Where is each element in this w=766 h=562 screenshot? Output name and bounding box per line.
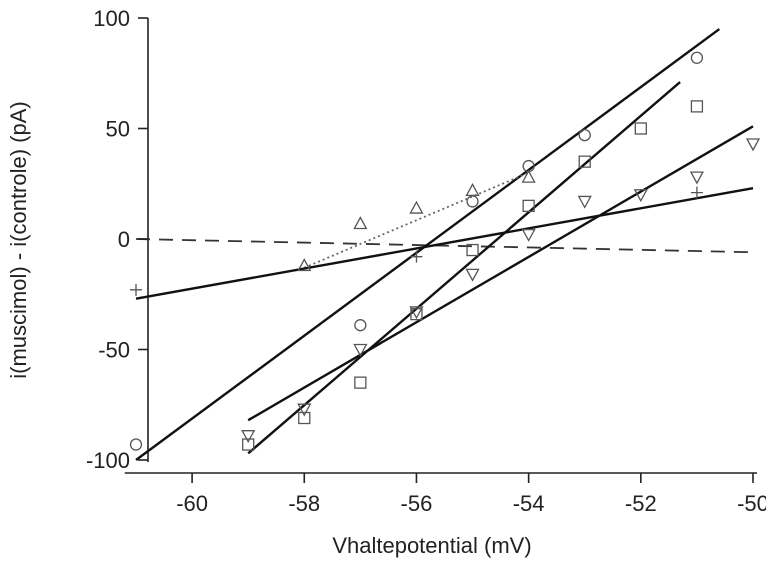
y-tick-label: 0: [118, 227, 130, 252]
fit-lines: [135, 28, 754, 461]
triangle-down-marker: [745, 138, 761, 152]
x-tick-label: -58: [288, 491, 320, 516]
triangle-down-marker: [353, 343, 368, 357]
triangle-down-marker: [521, 228, 536, 242]
square-fit-line: [247, 81, 681, 455]
x-tick-label: -50: [737, 491, 766, 516]
circle-marker: [690, 51, 704, 64]
square-marker: [522, 199, 535, 213]
circle-marker: [578, 128, 591, 142]
triangle-up-marker: [521, 169, 536, 183]
plus-marker: [690, 186, 703, 199]
triangle-down-marker: [689, 171, 705, 185]
triangle-down-marker: [409, 306, 424, 320]
y-tick-label: 50: [106, 117, 130, 142]
square-marker: [242, 438, 255, 451]
square-marker: [634, 122, 647, 135]
plus-marker: [410, 250, 423, 263]
triangle-up-marker: [465, 183, 480, 197]
triangle-down-fit-line: [247, 125, 754, 422]
reference-lines: [135, 238, 754, 254]
square-marker: [690, 100, 704, 113]
data-points: [129, 51, 761, 451]
x-tick-label: -60: [176, 491, 208, 516]
square-marker: [578, 155, 591, 168]
zero-reference-line: [135, 238, 754, 254]
triangle-down-marker: [465, 268, 480, 282]
triangle-down-marker: [297, 403, 312, 417]
y-tick-label: 100: [93, 6, 130, 31]
square-marker: [466, 243, 479, 257]
x-tick-label: -52: [625, 491, 657, 516]
y-tick-label: -100: [86, 448, 130, 473]
triangle-down-marker: [241, 430, 256, 444]
x-tick-label: -54: [513, 491, 545, 516]
triangle-up-fit-line: [303, 171, 529, 269]
triangle-down-marker: [577, 195, 592, 209]
y-axis-label: i(muscimol) - i(controle) (pA): [6, 101, 31, 378]
circle-marker: [354, 319, 367, 332]
circle-marker: [466, 195, 479, 208]
circle-fit-line: [135, 28, 721, 461]
y-axis-ticks: 100 50 0 -50 -100: [86, 6, 148, 473]
x-tick-label: -56: [401, 491, 433, 516]
square-marker: [354, 376, 367, 389]
y-tick-label: -50: [98, 338, 130, 363]
plus-marker: [130, 283, 142, 296]
square-marker: [298, 411, 311, 425]
triangle-up-marker: [353, 216, 368, 230]
triangle-up-marker: [409, 200, 424, 214]
circle-marker: [129, 438, 143, 451]
square-marker: [410, 307, 423, 321]
x-axis-label: Vhaltepotential (mV): [332, 533, 531, 558]
triangle-up-marker: [297, 258, 312, 272]
triangle-down-marker: [633, 189, 648, 203]
x-axis-ticks: -60 -58 -56 -54 -52 -50: [176, 473, 766, 516]
plus-fit-line: [135, 186, 754, 300]
